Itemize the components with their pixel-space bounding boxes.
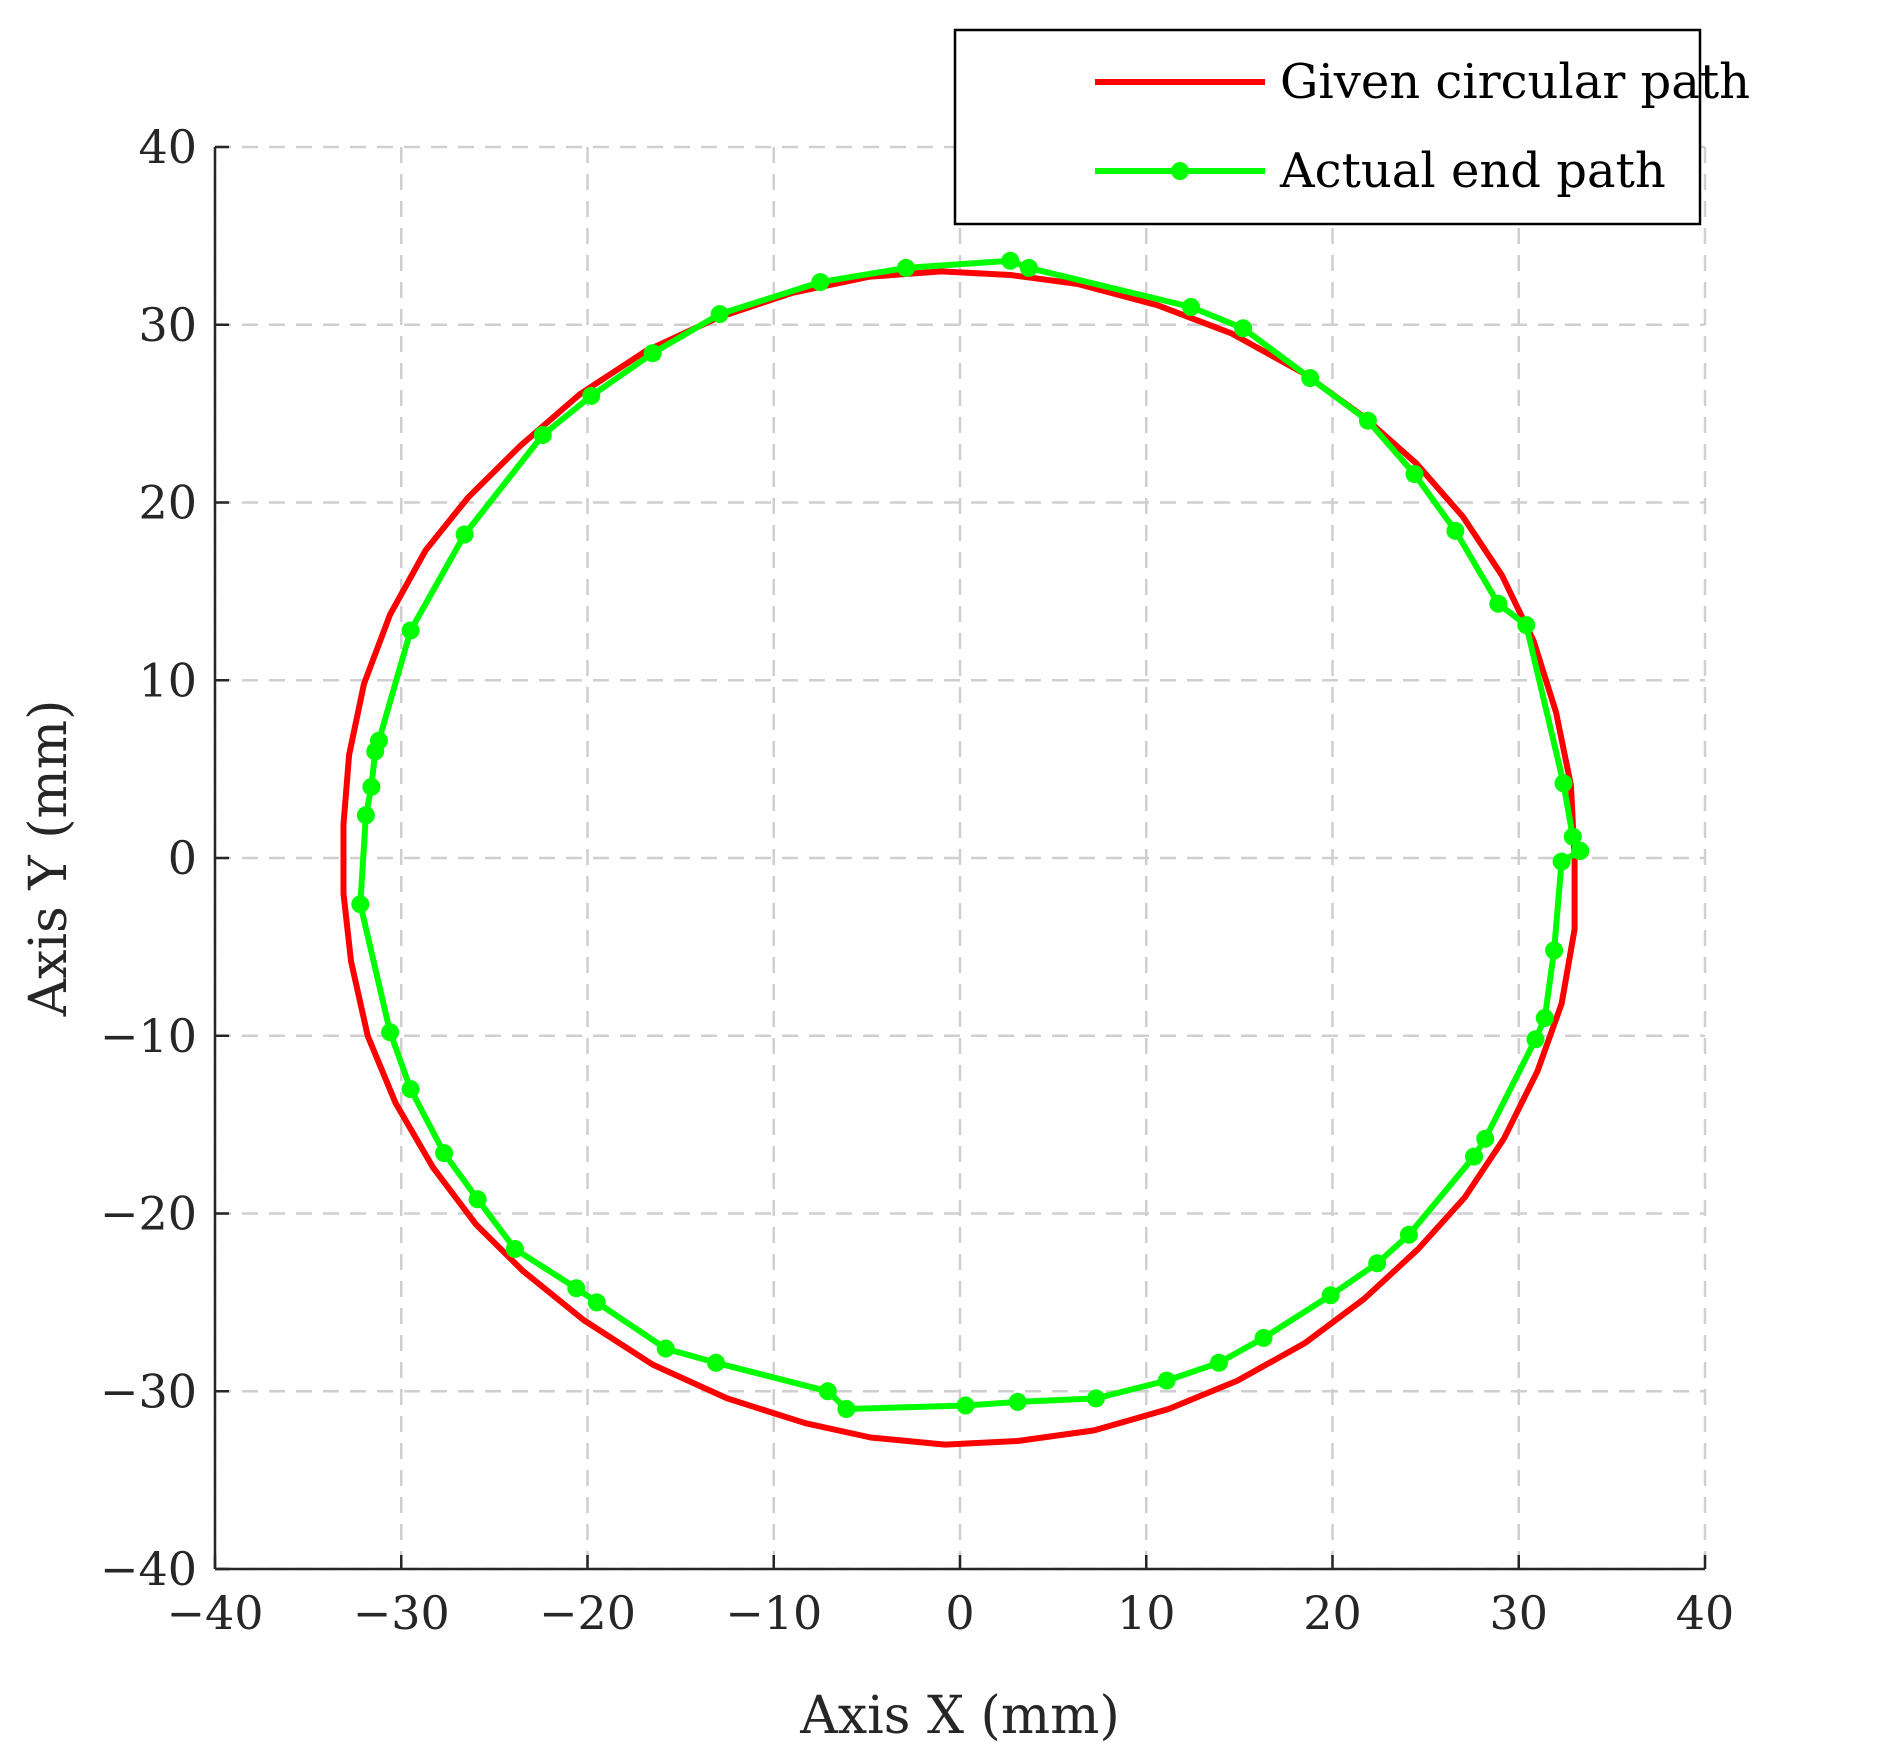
data-point-1-34 [707, 1353, 725, 1372]
data-point-1-45 [1399, 1225, 1418, 1244]
data-point-1-5 [1446, 521, 1465, 540]
y-tick-label-1: −30 [100, 1364, 197, 1418]
series-layer [340, 251, 1590, 1448]
data-point-1-48 [1526, 1030, 1545, 1049]
data-point-1-29 [468, 1190, 487, 1209]
data-point-1-44 [1368, 1254, 1387, 1273]
x-tick-label-6: 20 [1303, 1586, 1362, 1640]
data-point-1-37 [956, 1396, 975, 1415]
data-point-1-7 [1358, 411, 1377, 430]
x-tick-label-2: −20 [539, 1586, 636, 1640]
data-point-1-52 [1571, 841, 1590, 860]
tick-labels: −40 −30 −20 −10 0 10 20 30 40 −40 −30 −20 −10 0 10 20 30… [100, 120, 1734, 1640]
data-point-1-41 [1209, 1353, 1228, 1372]
data-point-1-9 [1234, 319, 1253, 338]
data-point-1-46 [1465, 1147, 1483, 1166]
x-tick-label-7: 30 [1489, 1586, 1548, 1640]
legend-label-actual-path: Actual end path [1279, 143, 1666, 199]
data-point-1-32 [587, 1293, 606, 1312]
y-tick-label-7: 30 [138, 298, 197, 352]
data-point-1-20 [401, 621, 420, 640]
legend: Given circular path Actual end path [953, 28, 1750, 226]
data-point-1-28 [435, 1144, 454, 1163]
legend-box [953, 28, 1702, 226]
x-tick-label-5: 10 [1117, 1586, 1176, 1640]
data-point-1-17 [582, 386, 601, 405]
data-point-1-42 [1254, 1328, 1273, 1347]
legend-label-given-path: Given circular path [1280, 54, 1750, 110]
data-point-1-49 [1535, 1009, 1554, 1027]
data-point-1-30 [505, 1240, 524, 1258]
data-point-1-22 [366, 742, 385, 761]
data-point-1-27 [401, 1080, 420, 1099]
data-point-1-38 [1008, 1392, 1027, 1411]
x-tick-label-1: −30 [353, 1586, 450, 1640]
data-point-1-51 [1552, 852, 1571, 871]
series-line-0 [340, 268, 1578, 1448]
y-tick-label-2: −20 [100, 1187, 197, 1241]
y-tick-label-0: −40 [100, 1542, 197, 1596]
data-point-1-23 [362, 777, 381, 796]
y-tick-label-6: 20 [138, 476, 197, 530]
data-point-1-13 [897, 258, 915, 277]
data-point-1-43 [1321, 1286, 1340, 1305]
x-tick-label-0: −40 [166, 1586, 263, 1640]
data-point-1-36 [837, 1400, 856, 1418]
y-tick-label-8: 40 [138, 120, 197, 174]
data-point-1-16 [643, 344, 662, 363]
y-tick-label-4: 0 [168, 831, 197, 885]
data-point-1-39 [1087, 1389, 1105, 1408]
data-point-1-47 [1476, 1129, 1495, 1148]
data-point-1-3 [1517, 616, 1536, 635]
data-point-1-8 [1301, 369, 1320, 388]
y-tick-label-5: 10 [138, 653, 197, 707]
data-point-1-6 [1405, 465, 1424, 484]
data-point-1-25 [351, 895, 370, 914]
legend-marker-actual-path [1171, 162, 1189, 180]
data-point-1-35 [818, 1382, 837, 1401]
x-tick-label-3: −10 [725, 1586, 822, 1640]
data-point-1-14 [811, 273, 830, 292]
data-point-1-12 [1001, 251, 1020, 270]
y-axis-title: Axis Y (mm) [19, 700, 79, 1018]
axes [213, 145, 1707, 1571]
data-point-1-11 [1019, 258, 1038, 277]
x-tick-label-8: 40 [1676, 1586, 1735, 1640]
data-point-1-31 [567, 1279, 586, 1298]
data-point-1-15 [710, 305, 729, 324]
data-point-1-24 [356, 806, 375, 825]
y-tick-label-3: −10 [100, 1009, 197, 1063]
data-point-1-10 [1182, 298, 1200, 316]
data-point-1-1 [1563, 827, 1582, 846]
data-point-1-33 [656, 1339, 675, 1358]
data-point-1-26 [381, 1023, 400, 1042]
x-axis-title: Axis X (mm) [799, 1686, 1119, 1746]
data-point-1-50 [1545, 941, 1564, 960]
data-point-1-18 [533, 426, 552, 444]
data-point-1-40 [1157, 1371, 1176, 1390]
data-point-1-4 [1489, 594, 1508, 613]
data-point-1-19 [455, 525, 474, 544]
x-tick-label-4: 0 [945, 1586, 974, 1640]
data-point-1-2 [1554, 774, 1573, 793]
